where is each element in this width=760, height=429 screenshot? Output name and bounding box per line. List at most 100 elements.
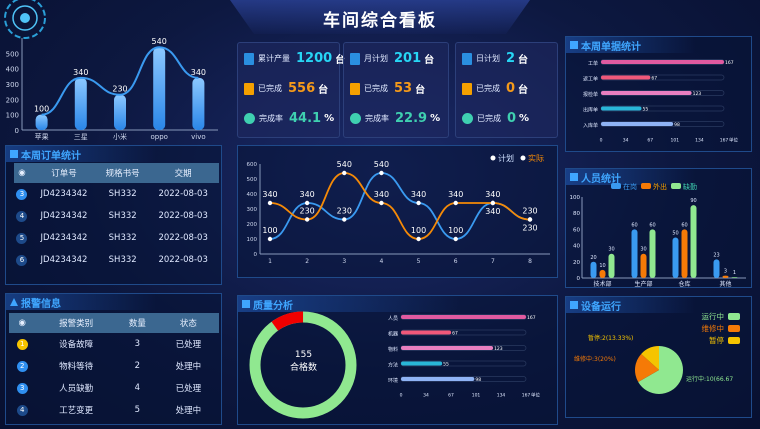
y-tick-label: 80 [573, 211, 580, 217]
x-tick-label: 5 [417, 258, 421, 265]
kpi-unit: % [324, 113, 335, 124]
receipt-icon [244, 82, 254, 95]
x-tick-label: 仓库 [678, 280, 690, 288]
table-row[interactable]: 4 JD4234342 SH332 2022-08-03 [14, 205, 219, 227]
data-label: 55 [443, 362, 449, 368]
bar [153, 47, 166, 131]
alarm-status: 处理中 [175, 406, 202, 416]
data-label: 340 [300, 190, 315, 199]
alarm-type: 人员缺勤 [59, 384, 94, 394]
x-tick-label: 1 [268, 258, 272, 265]
kpi-label: 已完成 [258, 84, 282, 93]
x-tick-label: oppo [150, 133, 167, 141]
bar [672, 237, 679, 278]
equipment-title: 设备运行 [581, 301, 621, 313]
data-point [379, 170, 384, 176]
x-tick-label: 34 [423, 393, 429, 399]
data-label: 100 [34, 105, 49, 114]
data-label: 60 [631, 222, 637, 228]
bar [713, 259, 720, 278]
receipt-icon [350, 82, 360, 95]
data-point [267, 200, 273, 206]
table-row[interactable]: 4 工艺变更 5 处理中 [9, 399, 219, 421]
kpi-value: 556 [288, 81, 316, 96]
kpi-label: 已完成 [364, 84, 388, 93]
x-tick-label: 134 [497, 393, 506, 399]
bar [649, 229, 656, 278]
y-tick-label: 100 [570, 195, 581, 201]
quality-donut-chart [249, 311, 357, 419]
kpi-label: 累计产量 [258, 54, 290, 63]
col-spec: 规格书号 [98, 163, 148, 183]
data-label: 230 [522, 224, 537, 233]
alarms-title: 报警信息 [21, 298, 61, 310]
data-label: 55 [643, 107, 649, 113]
rank-badge: 3 [16, 188, 28, 200]
data-label: 167 [527, 315, 536, 321]
docs-panel: 本周单据统计 工单 167 返工单 67 报检单 123 出库单 55 入库单 98 0 34 67 10… [565, 36, 752, 152]
alarm-status: 处理中 [175, 362, 202, 372]
unit-label: 单位 [531, 392, 540, 399]
x-tick-label: 101 [671, 138, 680, 144]
legend-label: 维修中 [702, 323, 725, 333]
square-icon [570, 41, 578, 49]
bar [608, 253, 615, 278]
legend-marker [490, 155, 496, 161]
kpi-label: 已完成 [476, 84, 500, 93]
kpi-unit: 台 [424, 55, 435, 66]
kpi-row: 已完成 0 台 [462, 81, 528, 96]
y-tick-label: 300 [247, 207, 258, 213]
pie-icon [244, 113, 255, 124]
unit-label: 单位 [729, 137, 738, 144]
data-label: 90 [690, 198, 696, 204]
title-bar [230, 0, 530, 34]
data-label: 67 [452, 331, 458, 337]
kpi-card: 月计划 201 台已完成 53 台完成率 22.9% [343, 42, 449, 138]
y-tick-label: 0 [254, 252, 258, 258]
rank-badge: 5 [16, 232, 28, 244]
x-tick-label: 3 [342, 258, 346, 265]
kpi-value: 0 [507, 111, 517, 126]
alarm-status: 已处理 [175, 340, 202, 350]
pie-slice [641, 346, 659, 370]
table-row[interactable]: 6 JD4234342 SH332 2022-08-03 [14, 249, 219, 271]
data-label: 30 [608, 247, 614, 253]
data-label: 340 [411, 190, 426, 199]
bar-label: 入库单 [583, 122, 598, 129]
table-row[interactable]: 2 物料等待 2 处理中 [9, 355, 219, 377]
kpi-value: 53 [394, 81, 413, 96]
alarms-panel: 报警信息 ◉ 报警类别 数量 状态 1 设备故障 3 已处理 2 物料等待 2 处理中 3 人员缺勤 4 已… [5, 293, 222, 425]
rank-badge: 4 [16, 404, 28, 416]
data-label: 123 [693, 91, 702, 97]
series-line-0 [269, 172, 531, 240]
orders-header: 本周订单统计 [6, 146, 221, 162]
orders-panel: 本周订单统计 ◉ 订单号 规格书号 交期 3 JD4234342 SH332 2022-08… [5, 145, 222, 285]
data-label: 340 [485, 207, 500, 216]
x-tick-label: 34 [623, 138, 629, 144]
alarms-header: 报警信息 [6, 294, 221, 310]
bar-label: 方法 [388, 362, 398, 369]
data-label: 3 [724, 269, 727, 275]
data-label: 340 [374, 190, 389, 199]
rank-badge: 1 [16, 338, 28, 350]
bar-label: 工单 [588, 60, 598, 67]
kpi-label: 月计划 [364, 54, 388, 63]
table-row[interactable]: 3 JD4234342 SH332 2022-08-03 [14, 183, 219, 205]
y-tick-label: 600 [247, 162, 258, 168]
table-row[interactable]: 1 设备故障 3 已处理 [9, 333, 219, 355]
y-tick-label: 400 [6, 66, 19, 74]
kpi-row: 已完成 556 台 [244, 81, 328, 96]
kpi-unit: 台 [518, 55, 529, 66]
bar [731, 277, 738, 278]
bar [601, 91, 692, 95]
table-row[interactable]: 3 人员缺勤 4 已处理 [9, 377, 219, 399]
alarm-count: 3 [134, 339, 141, 349]
bar [599, 269, 606, 278]
x-tick-label: vivo [191, 133, 206, 141]
bar [601, 122, 674, 126]
warning-icon [10, 298, 18, 306]
x-tick-label: 7 [491, 258, 495, 265]
table-row[interactable]: 5 JD4234342 SH332 2022-08-03 [14, 227, 219, 249]
legend-label: 在岗 [623, 182, 637, 191]
